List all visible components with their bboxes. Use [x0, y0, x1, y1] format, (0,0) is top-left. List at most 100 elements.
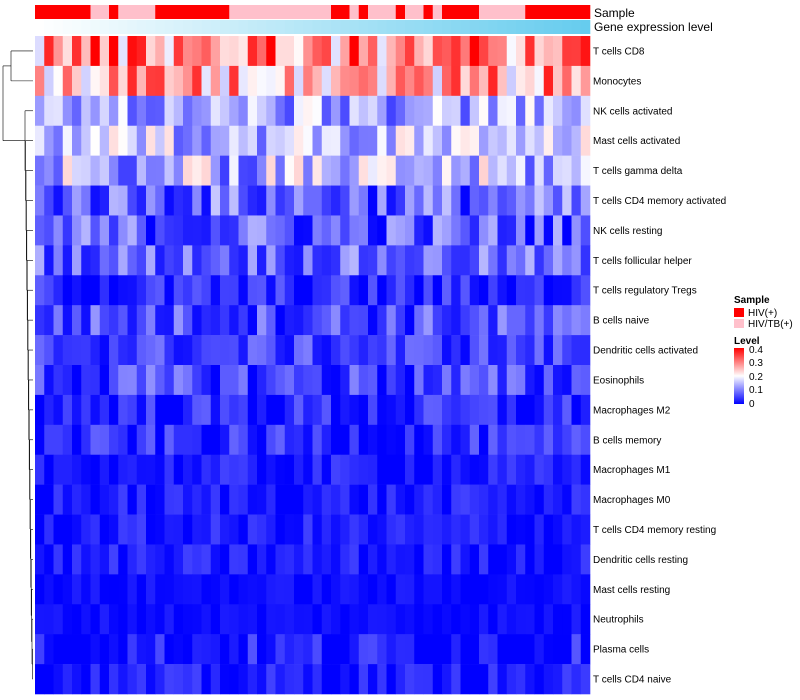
- heatmap-cell: [479, 634, 489, 665]
- heatmap-cell: [118, 664, 128, 695]
- heatmap-cell: [284, 36, 295, 67]
- heatmap-cell: [460, 574, 471, 605]
- sample-annotation-cell: [571, 5, 582, 19]
- heatmap-cell: [543, 185, 554, 216]
- heatmap-cell: [53, 245, 64, 276]
- heatmap-cell: [516, 484, 526, 515]
- heatmap-cell: [201, 484, 212, 515]
- heatmap-cell: [562, 335, 572, 366]
- heatmap-cell: [340, 305, 350, 336]
- heatmap-cell: [275, 155, 286, 186]
- heatmap-cell: [451, 215, 461, 246]
- heatmap-cell: [284, 335, 295, 366]
- heatmap-cell: [109, 245, 119, 276]
- heatmap-cell: [192, 664, 202, 695]
- heatmap-cell: [377, 544, 387, 575]
- heatmap-cell: [155, 544, 165, 575]
- heatmap-cell: [90, 454, 101, 485]
- heatmap-cell: [238, 125, 249, 156]
- heatmap-cell: [469, 574, 480, 605]
- heatmap-cell: [534, 454, 545, 485]
- heatmap-cell: [201, 604, 212, 635]
- heatmap-cell: [155, 65, 165, 97]
- heatmap-cell: [44, 95, 54, 127]
- heatmap-cell: [479, 544, 489, 575]
- heatmap-cell: [451, 484, 461, 515]
- heatmap-cell: [109, 664, 119, 695]
- heatmap-cell: [516, 125, 526, 156]
- heatmap-cell: [497, 245, 508, 276]
- heatmap-cell: [368, 185, 378, 216]
- heatmap-cell: [183, 394, 193, 426]
- heatmap-cell: [99, 305, 110, 336]
- sample-annotation-cell: [442, 5, 452, 19]
- heatmap-cell: [53, 305, 64, 336]
- heatmap-cell: [331, 424, 341, 456]
- heatmap-cell: [312, 305, 323, 336]
- heatmap-cell: [506, 574, 517, 605]
- heatmap-cell: [109, 574, 119, 605]
- heatmap-cell: [35, 394, 45, 426]
- heatmap-cell: [405, 245, 415, 276]
- heatmap-cell: [553, 215, 563, 246]
- gene-expression-annotation-cell: [349, 20, 360, 34]
- heatmap-cell: [497, 65, 508, 97]
- heatmap-cell: [173, 335, 184, 366]
- sample-annotation-label: Sample: [594, 6, 635, 20]
- heatmap-cell: [44, 155, 54, 186]
- heatmap-cell: [432, 484, 443, 515]
- heatmap-cell: [358, 215, 369, 246]
- heatmap-cell: [358, 125, 369, 156]
- heatmap-cell: [72, 215, 82, 246]
- heatmap-cell: [442, 155, 452, 186]
- heatmap-cell: [266, 514, 276, 545]
- heatmap-cell: [183, 36, 193, 67]
- heatmap-cell: [516, 514, 526, 545]
- heatmap-cell: [155, 454, 165, 485]
- heatmap-cell: [312, 125, 323, 156]
- sample-annotation-cell: [81, 5, 91, 19]
- heatmap-cell: [405, 454, 415, 485]
- heatmap-cell: [220, 185, 230, 216]
- heatmap-cell: [294, 215, 304, 246]
- heatmap-cell: [173, 484, 184, 515]
- heatmap-cell: [331, 65, 341, 97]
- heatmap-cell: [81, 335, 91, 366]
- heatmap-cell: [506, 215, 517, 246]
- heatmap-cell: [571, 36, 582, 67]
- heatmap-cell: [571, 394, 582, 426]
- heatmap-cell: [423, 574, 434, 605]
- heatmap-cell: [72, 245, 82, 276]
- heatmap-cell: [312, 335, 323, 366]
- heatmap-cell: [423, 36, 434, 67]
- heatmap-cell: [525, 36, 535, 67]
- heatmap-cell: [525, 514, 535, 545]
- heatmap-cell: [44, 65, 54, 97]
- heatmap-cell: [488, 335, 498, 366]
- sample-annotation-cell: [506, 5, 517, 19]
- heatmap-cell: [201, 424, 212, 456]
- heatmap-cell: [460, 365, 471, 396]
- heatmap-cell: [35, 634, 45, 665]
- heatmap-cell: [90, 424, 101, 456]
- heatmap-cell: [534, 155, 545, 186]
- heatmap-cell: [571, 95, 582, 127]
- heatmap-cell: [238, 36, 249, 67]
- heatmap-cell: [553, 335, 563, 366]
- heatmap-cell: [173, 634, 184, 665]
- gene-expression-annotation-cell: [414, 20, 424, 34]
- heatmap-cell: [294, 454, 304, 485]
- heatmap-cell: [146, 125, 156, 156]
- heatmap-cell: [35, 125, 45, 156]
- heatmap-cell: [81, 424, 91, 456]
- heatmap-cell: [275, 215, 286, 246]
- gene-expression-annotation-cell: [469, 20, 480, 34]
- row-label: Dendritic cells activated: [593, 346, 698, 357]
- heatmap-cell: [331, 275, 341, 306]
- heatmap-cell: [516, 544, 526, 575]
- heatmap-cell: [340, 275, 350, 306]
- heatmap-cell: [192, 95, 202, 127]
- heatmap-cell: [294, 424, 304, 456]
- heatmap-cell: [442, 365, 452, 396]
- heatmap-cell: [312, 95, 323, 127]
